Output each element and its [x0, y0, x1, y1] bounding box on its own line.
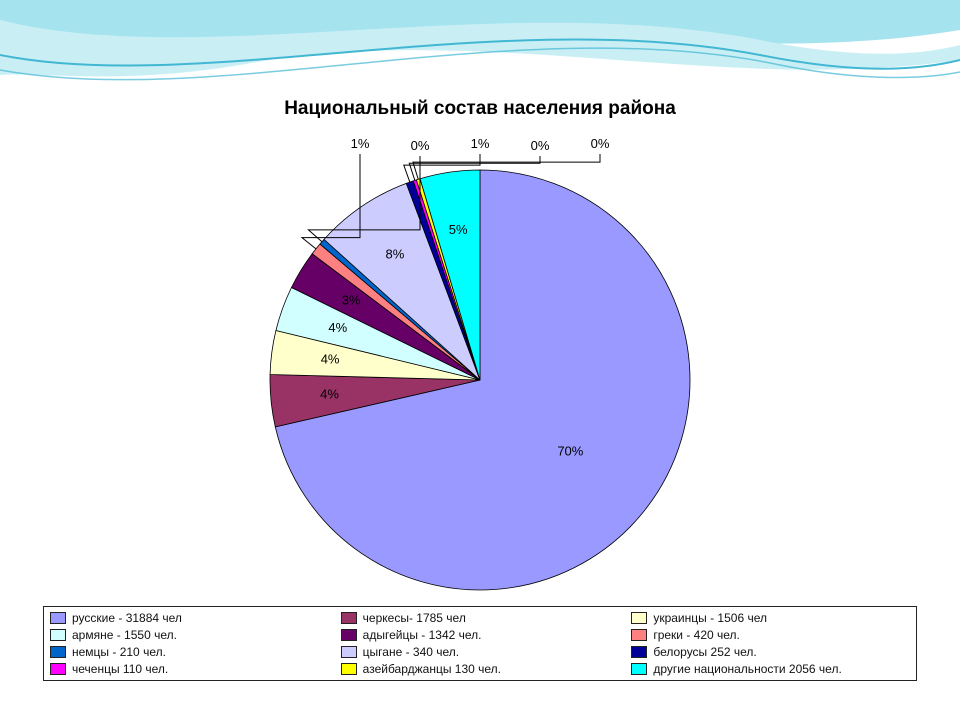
legend-item: черкесы- 1785 чел [341, 611, 620, 625]
pie-chart: 70% 4% 4% 4% 3% 8% 5% 1% 0% 1% 0% 0% [40, 120, 920, 600]
chart-title: Национальный состав населения района [40, 98, 920, 120]
legend-item: немцы - 210 чел. [50, 645, 329, 659]
legend-label: цыгане - 340 чел. [363, 645, 459, 659]
legend-label: греки - 420 чел. [653, 628, 740, 642]
legend-swatch [50, 646, 66, 658]
slice-pct-label: 4% [320, 386, 339, 401]
legend: русские - 31884 чел черкесы- 1785 чел укра… [43, 606, 917, 681]
legend-swatch [631, 629, 647, 641]
slice-pct-label: 4% [321, 352, 340, 367]
legend-swatch [341, 646, 357, 658]
legend-swatch [631, 612, 647, 624]
legend-item: армяне - 1550 чел. [50, 628, 329, 642]
legend-swatch [341, 612, 357, 624]
legend-label: немцы - 210 чел. [72, 645, 166, 659]
legend-item: адыгейцы - 1342 чел. [341, 628, 620, 642]
legend-label: чеченцы 110 чел. [72, 662, 168, 676]
slice-pct-label: 3% [342, 292, 361, 307]
chart-container: Национальный состав населения района 70%… [40, 90, 920, 710]
legend-swatch [631, 663, 647, 675]
legend-item: белорусы 252 чел. [631, 645, 910, 659]
legend-label: армяне - 1550 чел. [72, 628, 177, 642]
legend-item: русские - 31884 чел [50, 611, 329, 625]
legend-swatch [341, 629, 357, 641]
legend-swatch [50, 629, 66, 641]
slice-pct-label: 0% [591, 136, 610, 151]
legend-swatch [341, 663, 357, 675]
legend-label: адыгейцы - 1342 чел. [363, 628, 482, 642]
slice-pct-label: 1% [471, 136, 490, 151]
slice-pct-label: 70% [557, 443, 583, 458]
legend-label: азейбарджанцы 130 чел. [363, 662, 501, 676]
decorative-wave-header [0, 0, 960, 100]
legend-label: украинцы - 1506 чел [653, 611, 767, 625]
legend-swatch [631, 646, 647, 658]
legend-swatch [50, 612, 66, 624]
legend-label: другие национальности 2056 чел. [653, 662, 841, 676]
slice-pct-label: 5% [449, 222, 468, 237]
legend-label: русские - 31884 чел [72, 611, 182, 625]
slice-pct-label: 1% [351, 136, 370, 151]
legend-item: греки - 420 чел. [631, 628, 910, 642]
slice-pct-label: 8% [385, 246, 404, 261]
legend-label: белорусы 252 чел. [653, 645, 756, 659]
legend-item: цыгане - 340 чел. [341, 645, 620, 659]
legend-label: черкесы- 1785 чел [363, 611, 466, 625]
slice-pct-label: 0% [411, 138, 430, 153]
legend-swatch [50, 663, 66, 675]
legend-item: украинцы - 1506 чел [631, 611, 910, 625]
legend-item: другие национальности 2056 чел. [631, 662, 910, 676]
slice-pct-label: 0% [531, 138, 550, 153]
slice-pct-label: 4% [328, 320, 347, 335]
legend-item: чеченцы 110 чел. [50, 662, 329, 676]
legend-item: азейбарджанцы 130 чел. [341, 662, 620, 676]
